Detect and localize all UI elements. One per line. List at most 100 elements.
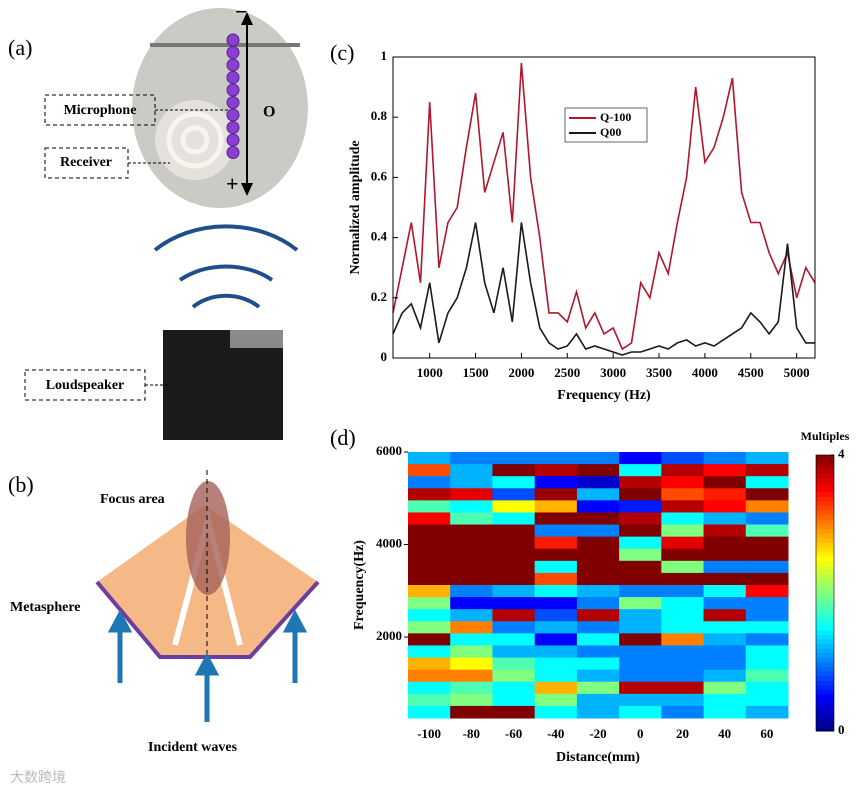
y-axis-label: Frequency(Hz) — [352, 540, 367, 630]
colorbar-step — [816, 712, 834, 718]
heat-cell — [576, 476, 620, 489]
colorbar-frame — [815, 454, 835, 732]
colorbar-step — [816, 519, 834, 525]
heat-cell — [450, 681, 493, 695]
heat-cell — [534, 500, 578, 513]
heat-cell — [576, 560, 620, 574]
y-tick-label: 0.2 — [371, 289, 387, 304]
heat-cell — [703, 597, 747, 610]
heat-cell — [745, 669, 789, 683]
heat-cell — [408, 621, 451, 634]
heat-cell — [661, 572, 705, 586]
heat-cell — [661, 681, 705, 695]
heat-cell — [661, 512, 705, 526]
heat-cell — [576, 621, 620, 634]
colorbar-step — [816, 629, 834, 635]
heat-cell — [576, 524, 620, 538]
colorbar-step — [816, 611, 834, 617]
colorbar-step — [816, 680, 834, 686]
heat-cell — [703, 633, 747, 646]
y-tick-label: 2000 — [376, 628, 402, 643]
heat-cell — [450, 597, 493, 610]
heat-cell — [619, 609, 662, 622]
heat-cell — [619, 500, 662, 513]
label-box — [24, 369, 146, 401]
heat-cell — [492, 500, 536, 513]
heat-cell — [661, 536, 705, 550]
heat-cell — [661, 669, 705, 683]
colorbar-step — [816, 662, 834, 668]
heat-cell — [408, 693, 451, 707]
heat-cell — [745, 693, 789, 707]
heat-cell — [408, 657, 451, 671]
x-tick-label: -20 — [589, 726, 606, 741]
x-tick-label: 2500 — [554, 365, 580, 380]
heat-cell — [619, 633, 662, 646]
colorbar-step — [816, 482, 834, 488]
colorbar-step — [816, 570, 834, 576]
legend-label: Q00 — [600, 125, 621, 139]
heat-cell — [703, 693, 747, 707]
heat-cell — [534, 536, 578, 550]
heat-cell — [576, 669, 620, 683]
heat-cell — [576, 548, 620, 562]
heat-cell — [619, 524, 662, 538]
heat-cell — [619, 452, 662, 465]
heat-cell — [492, 621, 536, 634]
photo — [132, 8, 308, 208]
microphone-label: Microphone — [64, 103, 137, 118]
heat-cell — [408, 524, 451, 538]
heat-cell — [408, 645, 451, 659]
heat-cell — [408, 597, 451, 610]
loudspeaker-label: Loudspeaker — [46, 378, 125, 393]
heat-cell — [619, 488, 662, 501]
heat-cell — [703, 645, 747, 659]
colorbar-step — [816, 666, 834, 672]
plot-frame — [392, 56, 816, 359]
receiver-label: Receiver — [60, 155, 112, 170]
balls — [226, 33, 240, 159]
colorbar-step — [816, 698, 834, 704]
sound-waves — [153, 224, 299, 309]
colorbar-step — [816, 459, 834, 465]
heat-cell — [492, 488, 536, 501]
y-tick-label: 4000 — [376, 536, 402, 551]
heat-cell — [703, 524, 747, 538]
heat-cell — [450, 669, 493, 683]
heat-cell — [619, 548, 662, 562]
heat-cell — [576, 488, 620, 501]
heat-cell — [661, 464, 705, 477]
heat-cell — [576, 597, 620, 610]
colorbar-step — [816, 694, 834, 700]
heat-cell — [534, 585, 578, 598]
metasphere-label: Metasphere — [10, 600, 81, 615]
colorbar-step — [816, 648, 834, 654]
heat-cell — [661, 621, 705, 634]
heat-cell — [619, 560, 662, 574]
heat-cell — [492, 585, 536, 598]
colorbar-step — [816, 556, 834, 562]
colorbar-step — [816, 524, 834, 530]
colorbar-step — [816, 625, 834, 631]
heat-cell — [408, 512, 451, 526]
speaker-edge — [230, 330, 283, 348]
minus: − — [235, 0, 248, 24]
heat-cell — [450, 693, 493, 707]
heat-cell — [450, 705, 493, 719]
heat-cell — [703, 560, 747, 574]
colorbar-step — [816, 657, 834, 663]
heat-cell — [492, 597, 536, 610]
heat-cell — [661, 693, 705, 707]
y-tick-label: 0.6 — [371, 168, 388, 183]
ball — [226, 46, 240, 59]
heat-cell — [745, 488, 789, 501]
heat-cell — [534, 633, 578, 646]
colorbar-step — [816, 514, 834, 520]
receiver-ring — [166, 111, 224, 169]
heat-cell — [492, 536, 536, 550]
receiver-ring — [180, 125, 210, 155]
heat-cell — [703, 536, 747, 550]
heat-cell — [450, 621, 493, 634]
x-tick-label: -100 — [417, 726, 441, 741]
